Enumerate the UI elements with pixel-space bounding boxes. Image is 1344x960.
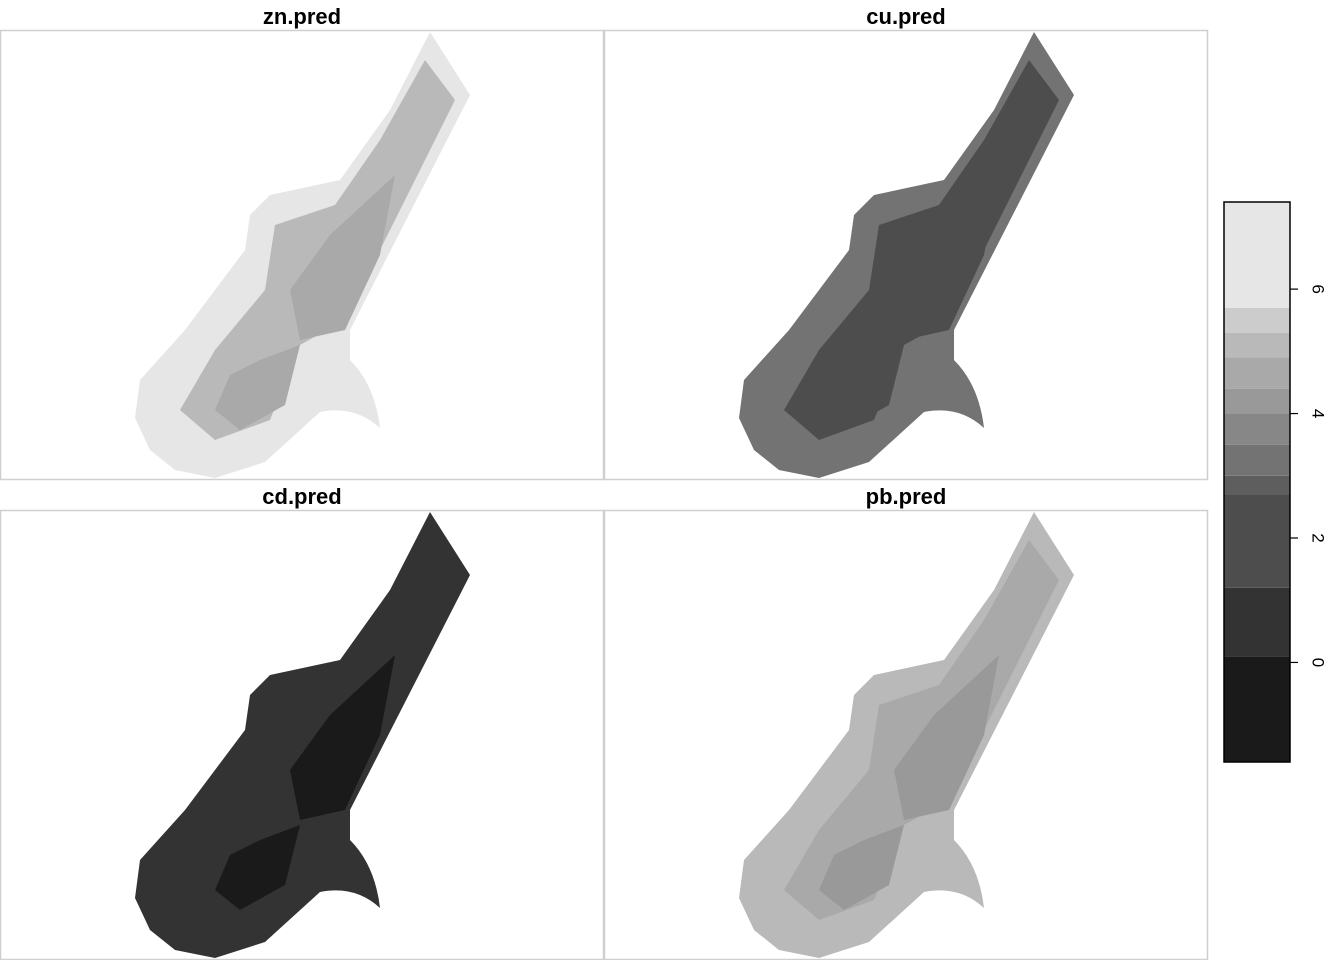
colorbar-swatch <box>1224 388 1290 414</box>
raster-zone-core <box>180 540 455 920</box>
raster-zone-core <box>784 540 1059 920</box>
colorbar-frame <box>1223 201 1291 763</box>
colorbar-tick-label: 2 <box>1309 533 1328 542</box>
colorbar-swatch <box>1224 357 1290 389</box>
colorbar-tick-label: 0 <box>1309 658 1328 667</box>
colorbar-swatch <box>1224 494 1290 588</box>
map-panel: pb.pred <box>603 484 1209 960</box>
raster-zone-peak <box>215 345 300 430</box>
colorbar-swatch <box>1224 413 1290 445</box>
prediction-raster <box>135 512 470 958</box>
map-panels: zn.pred cu.pred cd.pred pb.pred <box>0 4 1209 960</box>
colorbar-swatch <box>1224 307 1290 333</box>
colorbar-swatch <box>1224 475 1290 495</box>
colorbar-swatches <box>1224 202 1290 762</box>
prediction-raster <box>135 32 470 478</box>
colorbar-swatch <box>1224 587 1290 657</box>
raster-zone-peak <box>819 345 904 430</box>
prediction-raster <box>739 512 1074 958</box>
raster-zone-core <box>180 60 455 440</box>
colorbar-tick-label: 4 <box>1309 409 1328 418</box>
colorbar-swatch <box>1224 444 1290 476</box>
colorbar-swatch <box>1224 332 1290 358</box>
raster-zone-peak <box>894 175 999 340</box>
panel-title: pb.pred <box>866 484 947 509</box>
panel-title: zn.pred <box>263 4 341 29</box>
raster-zone-peak <box>894 655 999 820</box>
map-panel: cd.pred <box>0 484 605 960</box>
raster-zone-peak <box>290 175 395 340</box>
raster-zone-peak <box>290 655 395 820</box>
map-panel: zn.pred <box>0 4 605 481</box>
panel-title: cu.pred <box>866 4 945 29</box>
panel-frame <box>603 29 1209 481</box>
prediction-raster <box>739 32 1074 478</box>
map-panel: cu.pred <box>603 4 1209 481</box>
raster-zone-core <box>784 60 1059 440</box>
colorbar-legend: 0 2 4 6 <box>1223 201 1328 763</box>
raster-zone-peak <box>215 825 300 910</box>
colorbar-swatch <box>1224 202 1290 308</box>
panel-frame <box>0 29 605 481</box>
colorbar-swatch <box>1224 656 1290 762</box>
colorbar-tick-label: 6 <box>1309 284 1328 293</box>
panel-title: cd.pred <box>262 484 341 509</box>
raster-zone-peak <box>819 825 904 910</box>
colorbar-ticks: 0 2 4 6 <box>1290 284 1328 667</box>
